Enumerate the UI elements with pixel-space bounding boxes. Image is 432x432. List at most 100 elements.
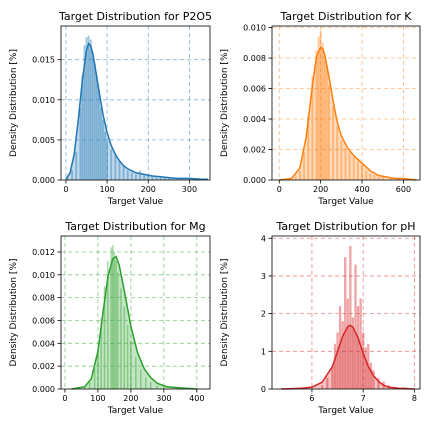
histogram-bar [126,170,129,180]
histogram-bar [323,54,326,180]
histogram-bar [333,343,337,389]
histogram-bar [115,261,117,389]
x-tick-label: 8 [412,394,417,403]
histogram-bar [91,51,94,180]
histogram-bar [180,178,183,180]
kde-line [281,324,415,390]
histogram-bar [97,90,100,180]
x-tick-label: 600 [396,185,411,194]
histogram-bar [67,177,69,180]
x-tick-label: 0 [63,185,68,194]
y-tick-label: 0.000 [32,385,55,394]
histogram-bar [348,152,351,180]
histogram-bar [172,387,175,389]
histogram-bar [340,140,343,180]
histogram-bar [100,318,102,389]
histogram-bar [311,76,314,180]
histogram-bar [351,317,355,389]
y-tick-label: 0.010 [32,271,55,280]
histogram-bar [341,321,344,389]
x-tick-label: 200 [313,185,328,194]
histogram-bar [114,155,117,180]
y-tick-label: 3 [261,272,266,281]
x-tick-label: 6 [309,394,314,403]
histogram-bar [120,288,122,389]
y-axis-label: Density Distribution [%] [9,49,19,157]
panel-ph: 6 7 8 0 1 2 3 4 Target Distribution for pH Target… [220,220,421,416]
panel-p2o5: 0 100 200 300 0.000 0.005 0.010 0.015 Target Dis… [9,10,212,207]
histogram-bar [373,175,376,180]
histogram-bar [116,272,119,389]
x-tick-label: 0 [62,394,67,403]
y-tick-label: 0.005 [32,136,55,145]
histogram-bar [87,35,90,180]
histogram-bar [307,115,310,180]
histogram-bar [75,151,78,180]
histogram-bar [106,141,109,180]
x-tick-label: 0 [277,185,282,194]
y-tick-label: 0.002 [243,146,266,155]
x-tick-label: 300 [156,394,171,403]
histogram-bar [85,37,88,180]
x-tick-label: 400 [189,394,204,403]
histogram-bar [118,161,121,180]
histogram-bar [102,119,104,180]
y-tick-label: 0.010 [243,24,266,33]
histogram-bar [377,377,380,389]
histogram-bar [352,157,355,180]
histogram-bar [338,306,342,389]
x-tick-label: 400 [354,185,369,194]
axes-frame [271,235,421,390]
histogram-bar [398,178,401,180]
kde-line [279,46,416,181]
axes-frame [60,235,211,390]
y-tick-label: 0.000 [243,176,266,185]
histogram-bar [130,341,132,389]
histogram-bar [156,385,158,389]
histogram-bar [123,306,126,389]
y-tick-label: 0.015 [32,56,55,65]
panel-k: 0 200 400 600 0.000 0.002 0.004 0.006 0.008 0.010… [220,10,421,207]
y-tick-label: 0.008 [32,294,55,303]
histogram-bar [176,179,178,180]
histogram-bar [151,176,154,180]
histogram-bar [303,152,306,180]
histogram-bar [336,126,339,180]
histogram-bar [356,161,359,180]
histogram-bar [147,175,150,180]
y-axis-label: Density Distribution [%] [9,258,19,366]
histogram-bar [369,173,372,180]
histogram-bar [294,176,297,180]
histogram-bar [134,174,137,180]
histogram-bar [88,382,91,389]
histogram-bar [83,45,86,180]
histogram-bar [79,107,82,180]
histogram-bar [113,251,116,389]
y-axis-label: Density Distribution [%] [220,258,230,366]
x-tick-label: 200 [123,394,138,403]
x-axis-label: Target Value [317,197,374,207]
x-axis-label: Target Value [107,406,164,416]
histogram-bar [135,357,137,389]
histogram-bar [112,245,114,389]
kde-area [279,47,416,180]
chart-title: Target Distribution for pH [275,220,415,233]
y-tick-label: 2 [261,310,266,319]
x-tick-label: 7 [361,394,366,403]
y-tick-label: 0.004 [32,339,55,348]
histogram-bar [89,39,92,180]
histogram-bar [167,178,170,180]
y-tick-label: 0.008 [243,54,266,63]
y-tick-label: 0.006 [243,85,266,94]
histogram-bar [103,286,106,389]
histogram-bar [122,166,125,180]
y-tick-label: 1 [261,347,266,356]
y-tick-label: 0.004 [243,115,266,124]
x-axis-label: Target Value [107,197,164,207]
chart-title: Target Distribution for P2O5 [58,10,212,23]
histogram-bar [93,63,96,180]
histogram-bar [95,75,98,180]
histogram-bar [344,257,347,389]
histogram-bar [354,264,357,389]
y-tick-label: 0.010 [32,96,55,105]
